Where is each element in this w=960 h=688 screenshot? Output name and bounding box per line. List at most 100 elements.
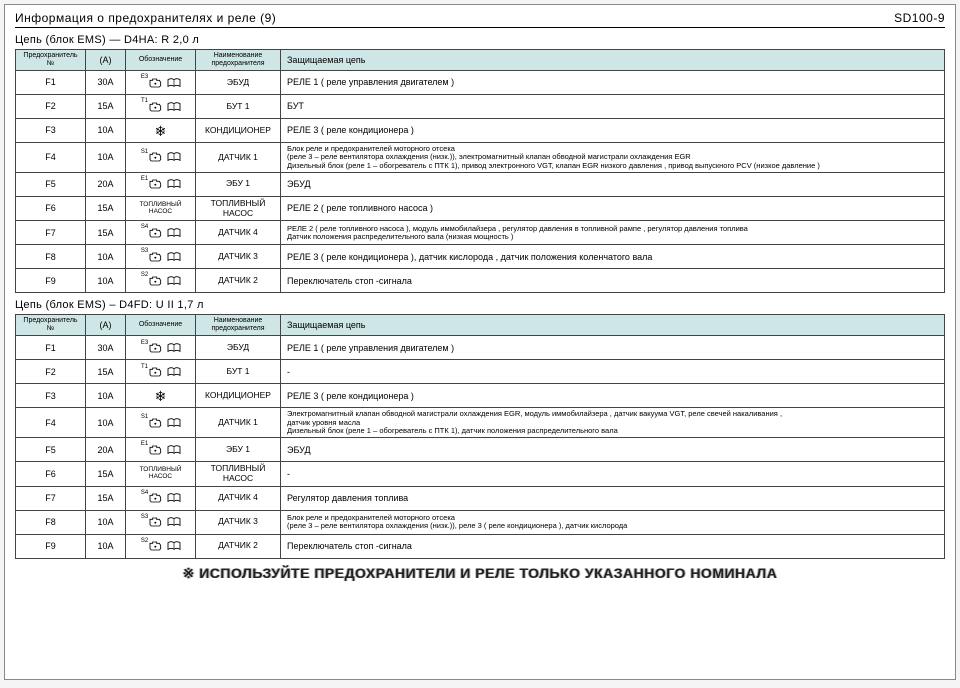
cell-fuse-num: F1 (16, 336, 86, 360)
table-row: F1 30A E3 ЭБУД РЕЛЕ 1 ( реле управления … (16, 336, 945, 360)
cell-fuse-num: F9 (16, 534, 86, 558)
cell-name: ТОПЛИВНЫЙ НАСОС (196, 462, 281, 487)
footer-warning: ※ ИСПОЛЬЗУЙТЕ ПРЕДОХРАНИТЕЛИ И РЕЛЕ ТОЛЬ… (15, 565, 945, 582)
cell-symbol: S2 (126, 534, 196, 558)
table-row: F9 10A S2 ДАТЧИК 2 Переключатель стоп -с… (16, 534, 945, 558)
table-row: F6 15A ТОПЛИВНЫЙ НАСОС ТОПЛИВНЫЙ НАСОС Р… (16, 196, 945, 221)
table-row: F2 15A T1 БУТ 1 - (16, 360, 945, 384)
cell-desc: РЕЛЕ 2 ( реле топливного насоса ) (281, 196, 945, 221)
cell-name: КОНДИЦИОНЕР (196, 119, 281, 143)
cell-fuse-num: F3 (16, 384, 86, 408)
table-row: F8 10A S3 ДАТЧИК 3 Блок реле и предохран… (16, 510, 945, 534)
cell-name: ТОПЛИВНЫЙ НАСОС (196, 196, 281, 221)
cell-symbol: S4 (126, 486, 196, 510)
cell-symbol: E1 (126, 172, 196, 196)
cell-desc: РЕЛЕ 1 ( реле управления двигателем ) (281, 336, 945, 360)
col-header-desc: Защищаемая цепь (281, 315, 945, 336)
cell-desc: РЕЛЕ 3 ( реле кондиционера ) (281, 384, 945, 408)
table-row: F7 15A S4 ДАТЧИК 4 РЕЛЕ 2 ( реле топливн… (16, 221, 945, 245)
cell-symbol: ❄ (126, 384, 196, 408)
cell-fuse-num: F8 (16, 510, 86, 534)
cell-name: КОНДИЦИОНЕР (196, 384, 281, 408)
engine-icon (148, 416, 164, 430)
engine-icon (148, 274, 164, 288)
cell-amp: 15A (86, 486, 126, 510)
cell-symbol: S3 (126, 510, 196, 534)
col-header-sym: Обозначение (126, 50, 196, 71)
text-symbol: ТОПЛИВНЫЙ НАСОС (130, 467, 191, 481)
snowflake-icon: ❄ (155, 123, 167, 139)
cell-amp: 10A (86, 119, 126, 143)
cell-amp: 10A (86, 245, 126, 269)
cell-amp: 15A (86, 462, 126, 487)
manual-icon (166, 443, 182, 457)
cell-fuse-num: F9 (16, 269, 86, 293)
cell-amp: 10A (86, 143, 126, 173)
manual-icon (166, 274, 182, 288)
col-header-amp: (A) (86, 50, 126, 71)
cell-name: ЭБУ 1 (196, 438, 281, 462)
cell-amp: 10A (86, 510, 126, 534)
engine-icon (148, 150, 164, 164)
cell-fuse-num: F5 (16, 438, 86, 462)
engine-icon (148, 341, 164, 355)
cell-fuse-num: F6 (16, 196, 86, 221)
cell-desc: Блок реле и предохранителей моторного от… (281, 510, 945, 534)
cell-name: ДАТЧИК 2 (196, 534, 281, 558)
engine-icon (148, 250, 164, 264)
table-row: F3 10A ❄ КОНДИЦИОНЕР РЕЛЕ 3 ( реле конди… (16, 384, 945, 408)
text-symbol: ТОПЛИВНЫЙ НАСОС (130, 202, 191, 216)
cell-fuse-num: F4 (16, 408, 86, 438)
cell-desc: Регулятор давления топлива (281, 486, 945, 510)
cell-desc: Электромагнитный клапан обводной магистр… (281, 408, 945, 438)
cell-symbol: E3 (126, 71, 196, 95)
cell-amp: 20A (86, 438, 126, 462)
cell-name: ДАТЧИК 3 (196, 510, 281, 534)
manual-icon (166, 416, 182, 430)
manual-icon (166, 76, 182, 90)
cell-name: ЭБУД (196, 71, 281, 95)
fuse-table: Предохранитель № (A) Обозначение Наимено… (15, 49, 945, 293)
table-row: F1 30A E3 ЭБУД РЕЛЕ 1 ( реле управления … (16, 71, 945, 95)
table-row: F6 15A ТОПЛИВНЫЙ НАСОС ТОПЛИВНЫЙ НАСОС - (16, 462, 945, 487)
cell-amp: 15A (86, 196, 126, 221)
manual-icon (166, 150, 182, 164)
cell-symbol: S1 (126, 143, 196, 173)
cell-name: БУТ 1 (196, 360, 281, 384)
cell-amp: 30A (86, 71, 126, 95)
engine-icon (148, 177, 164, 191)
cell-amp: 10A (86, 269, 126, 293)
col-header-sym: Обозначение (126, 315, 196, 336)
cell-name: ЭБУ 1 (196, 172, 281, 196)
cell-symbol: E1 (126, 438, 196, 462)
cell-symbol: E3 (126, 336, 196, 360)
cell-name: ДАТЧИК 3 (196, 245, 281, 269)
cell-amp: 10A (86, 534, 126, 558)
cell-desc: БУТ (281, 95, 945, 119)
manual-icon (166, 539, 182, 553)
table-row: F5 20A E1 ЭБУ 1 ЭБУД (16, 438, 945, 462)
cell-fuse-num: F2 (16, 360, 86, 384)
manual-icon (166, 226, 182, 240)
cell-name: ДАТЧИК 1 (196, 408, 281, 438)
cell-desc: - (281, 360, 945, 384)
col-header-desc: Защищаемая цепь (281, 50, 945, 71)
cell-symbol: S4 (126, 221, 196, 245)
cell-fuse-num: F2 (16, 95, 86, 119)
engine-icon (148, 539, 164, 553)
cell-fuse-num: F5 (16, 172, 86, 196)
cell-desc: РЕЛЕ 3 ( реле кондиционера ), датчик кис… (281, 245, 945, 269)
cell-desc: ЭБУД (281, 438, 945, 462)
cell-symbol: ❄ (126, 119, 196, 143)
cell-fuse-num: F4 (16, 143, 86, 173)
cell-fuse-num: F7 (16, 221, 86, 245)
section-caption: Цепь (блок EMS) — D4HA: R 2,0 л (15, 34, 945, 46)
manual-icon (166, 100, 182, 114)
col-header-num: Предохранитель № (16, 50, 86, 71)
manual-icon (166, 365, 182, 379)
page-title: Информация о предохранителях и реле (9) (15, 11, 276, 25)
table-row: F7 15A S4 ДАТЧИК 4 Регулятор давления то… (16, 486, 945, 510)
cell-amp: 15A (86, 95, 126, 119)
manual-icon (166, 177, 182, 191)
manual-icon (166, 341, 182, 355)
